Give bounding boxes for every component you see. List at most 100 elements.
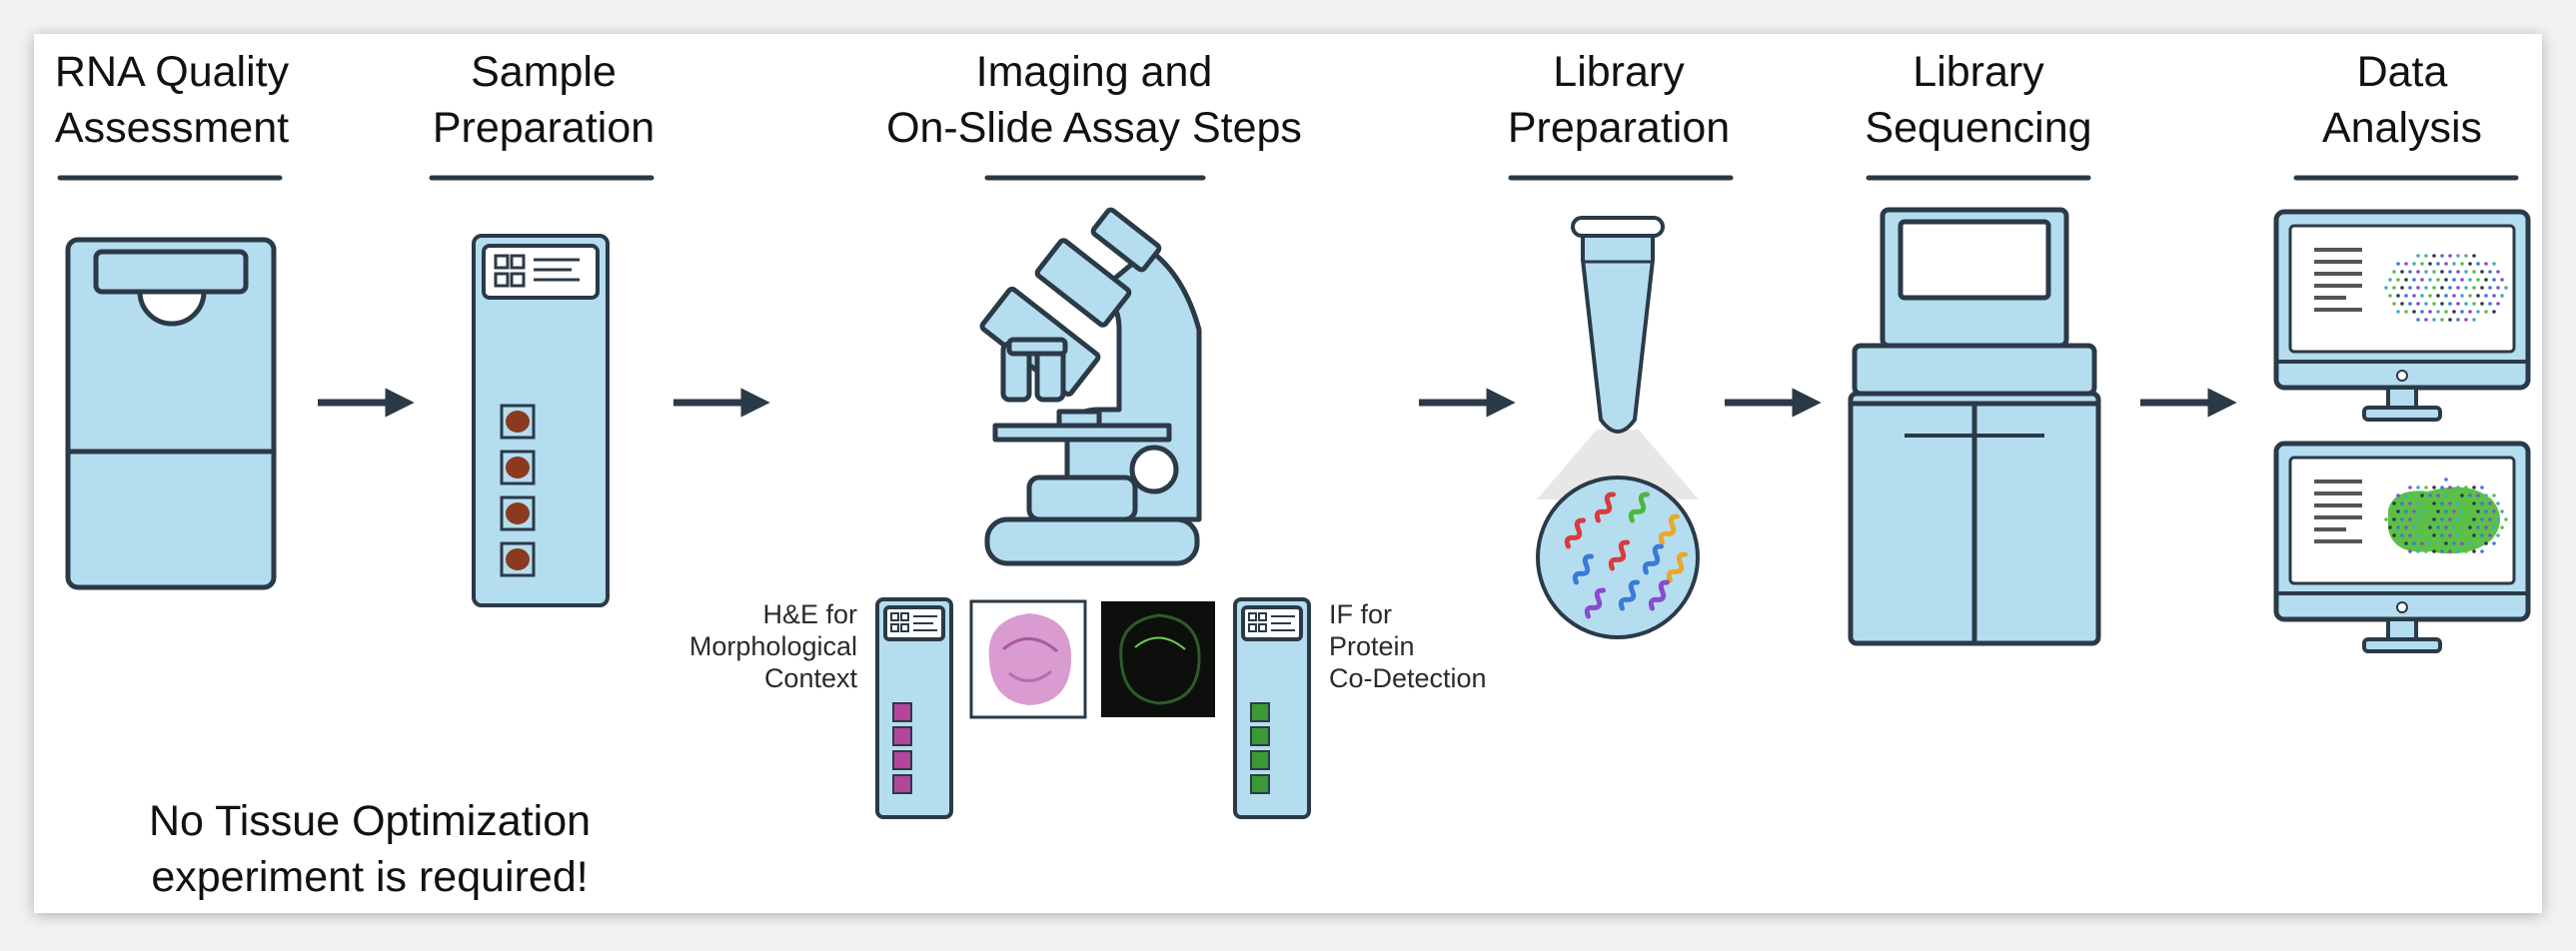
spot-dot xyxy=(2396,509,2400,513)
spot-dot xyxy=(2480,485,2484,489)
svg-text:Sample: Sample xyxy=(471,48,617,96)
spot-dot xyxy=(2472,302,2476,306)
svg-text:H&E for: H&E for xyxy=(762,599,857,629)
step-title-rna-quality: RNA Quality Assessment xyxy=(55,48,290,152)
spot-dot xyxy=(2388,509,2392,513)
spot-dot xyxy=(2448,270,2452,274)
spot-dot xyxy=(2500,278,2504,282)
spot-dot xyxy=(2464,302,2468,306)
spot-dot xyxy=(2492,541,2496,545)
microscope-icon xyxy=(979,207,1202,566)
spot-dot xyxy=(2436,262,2440,266)
spot-dot xyxy=(2472,485,2476,489)
spot-dot xyxy=(2436,525,2440,529)
spot-dot xyxy=(2388,278,2392,282)
spot-dot xyxy=(2452,278,2456,282)
spot-dot xyxy=(2484,509,2488,513)
spot-dot xyxy=(2404,310,2408,314)
spot-dot xyxy=(2472,286,2476,290)
spot-dot xyxy=(2408,286,2412,290)
spot-dot xyxy=(2488,517,2492,521)
spot-dot xyxy=(2476,493,2480,497)
spot-dot xyxy=(2452,493,2456,497)
spot-dot xyxy=(2388,294,2392,298)
spot-dot xyxy=(2448,533,2452,537)
spot-dot xyxy=(2464,501,2468,505)
slide-icon xyxy=(472,234,610,607)
spot-dot xyxy=(2416,318,2420,322)
svg-text:No Tissue Optimization: No Tissue Optimization xyxy=(149,797,591,845)
spot-dot xyxy=(2460,310,2464,314)
spot-dot xyxy=(2420,278,2424,282)
spot-dot xyxy=(2424,270,2428,274)
spot-dot xyxy=(2424,286,2428,290)
spot-dot xyxy=(2456,302,2460,306)
spot-dot xyxy=(2392,533,2396,537)
svg-text:Library: Library xyxy=(1913,48,2044,96)
spot-dot xyxy=(2468,541,2472,545)
spot-dot xyxy=(2472,501,2476,505)
spot-dot xyxy=(2496,501,2500,505)
spot-dot xyxy=(2464,286,2468,290)
spot-dot xyxy=(2472,549,2476,553)
spot-dot xyxy=(2504,517,2508,521)
spot-dot xyxy=(2448,302,2452,306)
spot-dot xyxy=(2488,270,2492,274)
spot-dot xyxy=(2396,278,2400,282)
spot-dot xyxy=(2440,286,2444,290)
spot-dot xyxy=(2400,501,2404,505)
spot-dot xyxy=(2444,477,2448,481)
note-text: No Tissue Optimization experiment is req… xyxy=(149,797,591,901)
spot-dot xyxy=(2432,501,2436,505)
if-slide-icon xyxy=(1233,597,1311,819)
spot-dot xyxy=(2488,286,2492,290)
spot-dot xyxy=(2496,517,2500,521)
spot-dot xyxy=(2488,533,2492,537)
spot-dot xyxy=(2492,509,2496,513)
spot-dot xyxy=(2456,270,2460,274)
spot-dot xyxy=(2452,509,2456,513)
spot-dot xyxy=(2492,525,2496,529)
spot-dot xyxy=(2448,485,2452,489)
spot-dot xyxy=(2424,254,2428,258)
spot-dot xyxy=(2448,549,2452,553)
spot-dot xyxy=(2428,310,2432,314)
spot-dot xyxy=(2440,549,2444,553)
spot-dot xyxy=(2484,262,2488,266)
spot-dot xyxy=(2404,278,2408,282)
spot-dot xyxy=(2436,278,2440,282)
spot-dot xyxy=(2452,310,2456,314)
spot-dot xyxy=(2420,294,2424,298)
svg-text:RNA Quality: RNA Quality xyxy=(55,48,290,96)
spot-dot xyxy=(2448,517,2452,521)
spot-dot xyxy=(2416,270,2420,274)
spot-dot xyxy=(2440,254,2444,258)
spot-dot xyxy=(2408,485,2412,489)
spot-dot xyxy=(2420,525,2424,529)
spot-dot xyxy=(2456,485,2460,489)
spot-dot xyxy=(2484,310,2488,314)
if-label: IF for Protein Co-Detection xyxy=(1329,599,1487,693)
spot-dot xyxy=(2408,533,2412,537)
spot-dot xyxy=(2412,541,2416,545)
bioanalyzer-icon xyxy=(65,237,277,590)
spot-dot xyxy=(2456,286,2460,290)
spot-cluster-top xyxy=(2384,254,2508,322)
spot-dot xyxy=(2424,501,2428,505)
spot-dot xyxy=(2436,493,2440,497)
spot-dot xyxy=(2408,517,2412,521)
spot-dot xyxy=(2436,294,2440,298)
spot-dot xyxy=(2476,278,2480,282)
spot-dot xyxy=(2428,294,2432,298)
spot-dot xyxy=(2392,302,2396,306)
spot-dot xyxy=(2444,525,2448,529)
spot-dot xyxy=(2412,262,2416,266)
spot-dot xyxy=(2408,270,2412,274)
svg-text:Co-Detection: Co-Detection xyxy=(1329,663,1487,693)
spot-dot xyxy=(2500,509,2504,513)
spot-dot xyxy=(2428,509,2432,513)
spot-dot xyxy=(2444,509,2448,513)
if-tissue-image xyxy=(1101,601,1215,717)
spot-dot xyxy=(2500,525,2504,529)
spot-dot xyxy=(2384,286,2388,290)
